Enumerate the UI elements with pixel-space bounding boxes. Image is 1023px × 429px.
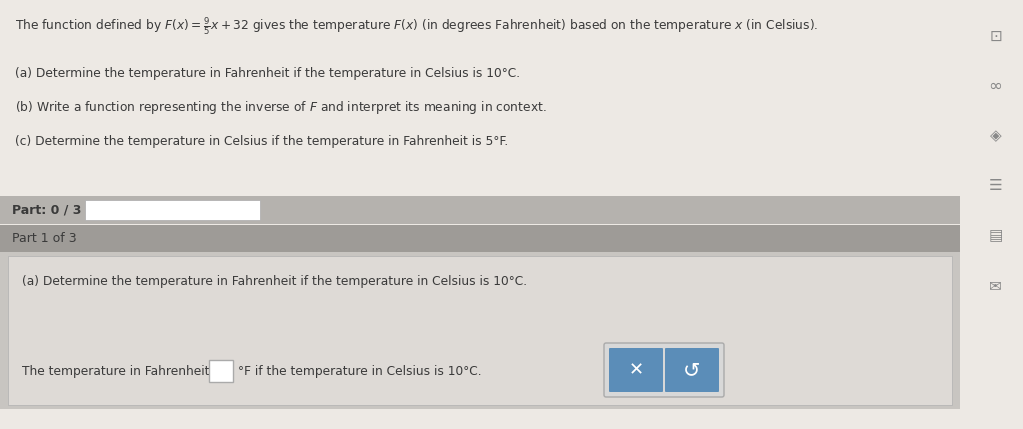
FancyBboxPatch shape <box>8 256 952 405</box>
Text: (a) Determine the temperature in Fahrenheit if the temperature in Celsius is 10°: (a) Determine the temperature in Fahrenh… <box>23 275 527 288</box>
Text: The function defined by $F(x)=\frac{9}{5}x+32$ gives the temperature $F(x)$ (in : The function defined by $F(x)=\frac{9}{5… <box>15 15 818 37</box>
Text: ↺: ↺ <box>683 360 701 380</box>
Text: Part: 0 / 3: Part: 0 / 3 <box>12 203 82 217</box>
FancyBboxPatch shape <box>604 343 724 397</box>
FancyBboxPatch shape <box>665 348 719 392</box>
Text: Part 1 of 3: Part 1 of 3 <box>12 232 77 245</box>
FancyBboxPatch shape <box>85 200 260 220</box>
Text: ☰: ☰ <box>988 178 1003 193</box>
FancyBboxPatch shape <box>609 348 663 392</box>
FancyBboxPatch shape <box>0 225 960 252</box>
Text: (c) Determine the temperature in Celsius if the temperature in Fahrenheit is 5°F: (c) Determine the temperature in Celsius… <box>15 135 508 148</box>
Text: ◈: ◈ <box>989 129 1002 143</box>
Text: ▤: ▤ <box>988 229 1003 244</box>
Text: ∞: ∞ <box>988 77 1003 95</box>
FancyBboxPatch shape <box>0 0 960 219</box>
FancyBboxPatch shape <box>0 252 960 409</box>
FancyBboxPatch shape <box>0 196 960 224</box>
Text: °F if the temperature in Celsius is 10°C.: °F if the temperature in Celsius is 10°C… <box>238 365 482 378</box>
FancyBboxPatch shape <box>209 360 233 382</box>
Text: (a) Determine the temperature in Fahrenheit if the temperature in Celsius is 10°: (a) Determine the temperature in Fahrenh… <box>15 66 520 79</box>
Text: ✉: ✉ <box>989 278 1002 293</box>
Text: The temperature in Fahrenheit is: The temperature in Fahrenheit is <box>23 365 223 378</box>
Text: ✕: ✕ <box>628 361 643 379</box>
Text: ⊡: ⊡ <box>989 28 1002 43</box>
Text: (b) Write a function representing the inverse of $F$ and interpret its meaning i: (b) Write a function representing the in… <box>15 99 546 115</box>
